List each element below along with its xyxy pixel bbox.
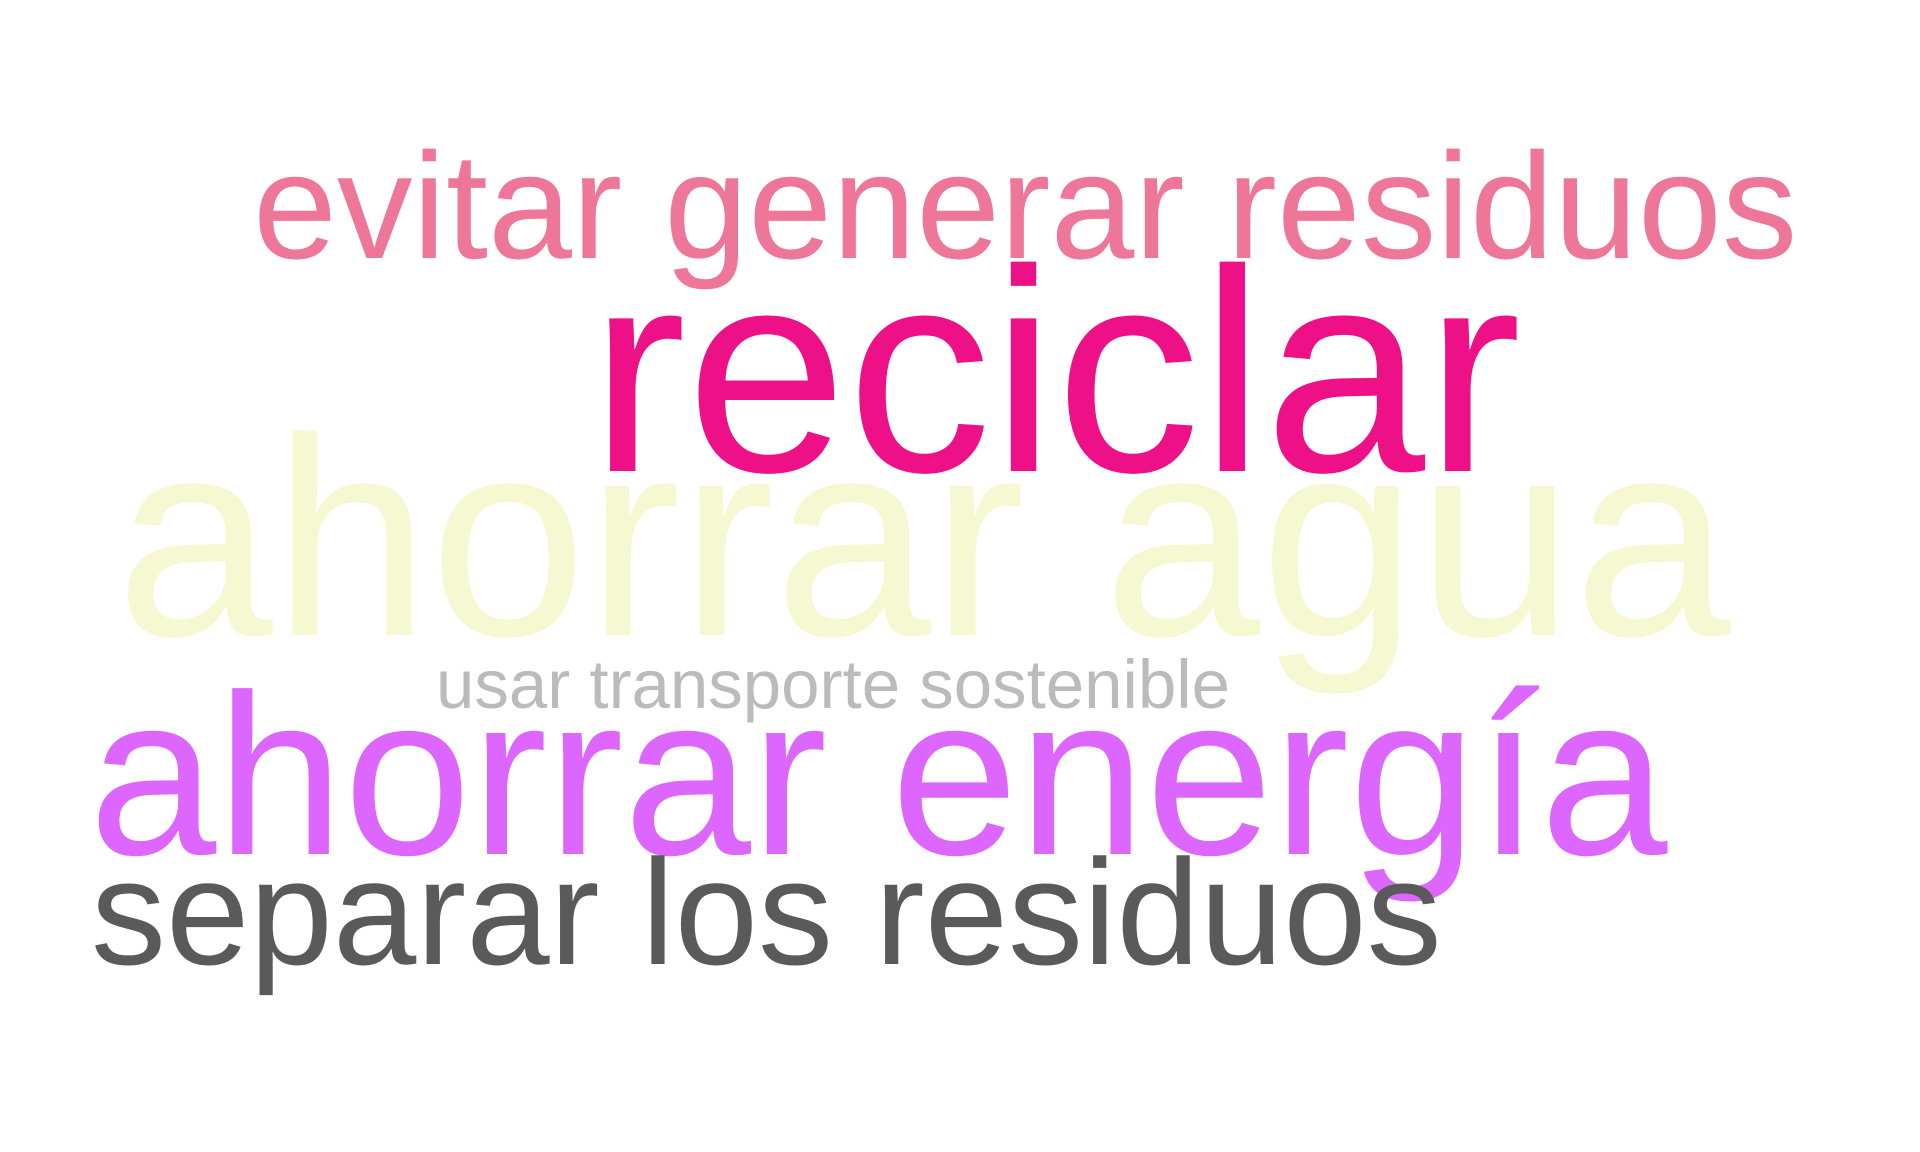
word-separar-los-residuos: separar los residuos: [91, 828, 1442, 996]
word-ahorrar-agua: ahorrar agua: [116, 380, 1731, 695]
word-evitar-generar-residuos: evitar generar residuos: [253, 121, 1798, 290]
word-ahorrar-energia: ahorrar energía: [89, 647, 1668, 903]
word-reciclar: reciclar: [590, 210, 1522, 533]
word-usar-transporte-sostenible: usar transporte sostenible: [436, 646, 1230, 723]
